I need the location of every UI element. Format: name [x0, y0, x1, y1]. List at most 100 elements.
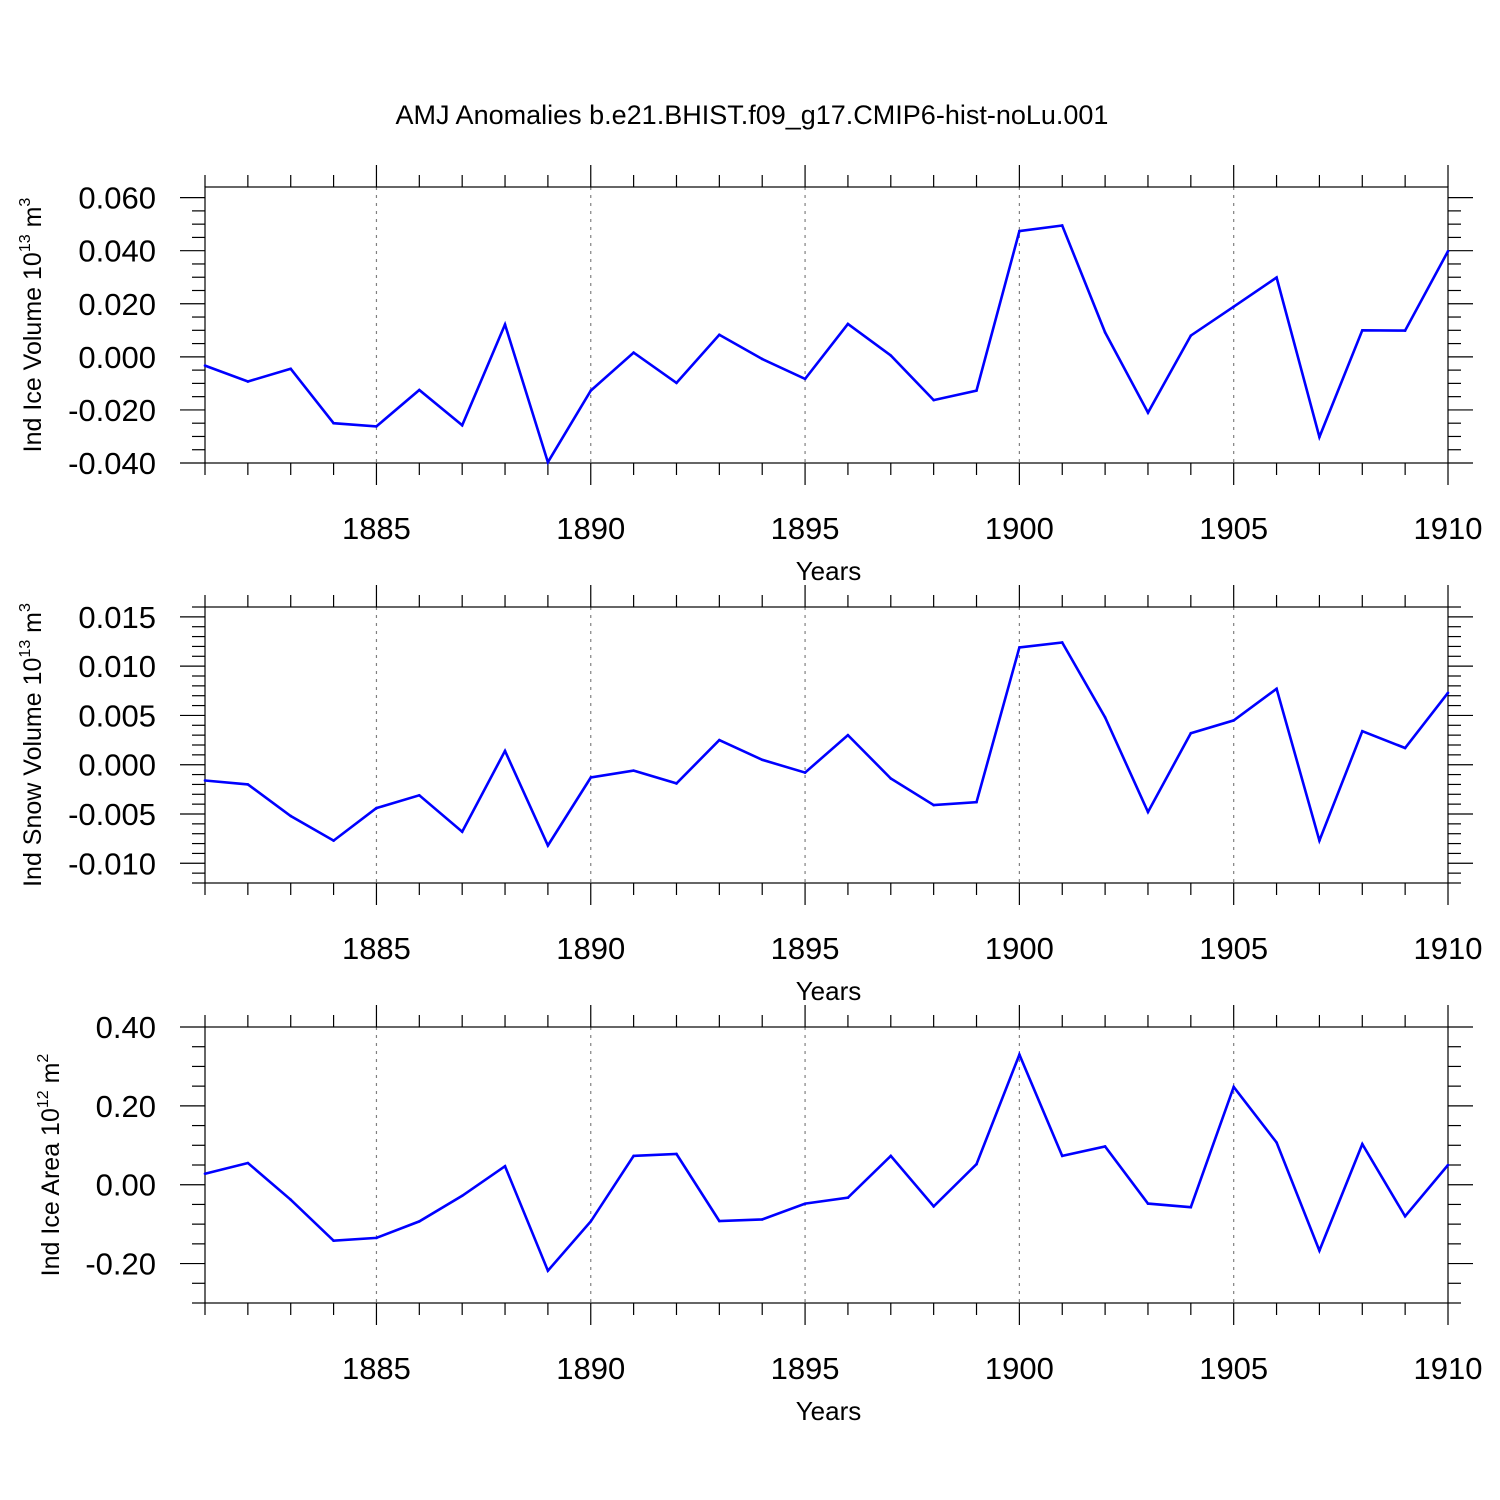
data-point	[589, 776, 593, 779]
data-point	[675, 782, 678, 785]
data-point	[246, 783, 250, 786]
data-point	[889, 1154, 893, 1158]
y-tick-label: 0.040	[78, 234, 156, 269]
y-tick-label: 0.20	[96, 1089, 156, 1124]
x-tick-label: 1895	[771, 511, 840, 546]
y-axis-label-unit-exponent: 3	[17, 603, 34, 612]
y-axis-label-text: Ind Ice Volume 10	[19, 252, 47, 452]
data-point	[1018, 646, 1021, 649]
x-axis-label: Years	[796, 1396, 862, 1426]
data-point	[546, 844, 550, 847]
x-tick-label: 1910	[1414, 1351, 1483, 1386]
x-tick-label: 1910	[1414, 931, 1483, 966]
y-tick-label: -0.005	[68, 797, 156, 832]
y-axis-label-text: Ind Snow Volume 10	[19, 658, 47, 887]
y-tick-label: 0.40	[96, 1010, 156, 1045]
panel-1: 1885 1890 1895 1900 1905 1910 Years -0.040 -0.02…	[17, 165, 1482, 586]
data-point	[889, 777, 893, 780]
data-point	[803, 1202, 807, 1205]
data-point	[503, 323, 507, 326]
data-point	[503, 1164, 507, 1168]
data-point	[1060, 224, 1064, 227]
data-point	[418, 388, 421, 392]
y-tick-label: -0.20	[85, 1247, 156, 1282]
y-axis-label-unit: m	[19, 612, 47, 640]
data-point	[546, 1269, 550, 1272]
x-axis-label: Years	[796, 556, 862, 586]
y-tick-label: -0.010	[68, 846, 156, 881]
panels: 1885 1890 1895 1900 1905 1910 Years -0.040 -0.02…	[17, 165, 1482, 1426]
data-point	[889, 354, 893, 357]
data-point	[375, 425, 378, 428]
data-point	[1360, 1142, 1364, 1146]
data-point	[846, 322, 850, 326]
data-point	[1060, 641, 1064, 644]
data-point	[1189, 334, 1193, 337]
y-axis-label-exponent: 13	[17, 640, 34, 658]
y-axis-label-unit: m	[37, 1063, 65, 1091]
data-point	[1232, 719, 1235, 722]
data-point	[1189, 1205, 1193, 1209]
data-point	[1018, 229, 1021, 233]
data-point	[289, 367, 293, 371]
y-axis-label-unit-exponent: 3	[17, 198, 34, 207]
data-point	[760, 1218, 764, 1221]
data-point	[1403, 1214, 1407, 1218]
data-point	[246, 380, 250, 383]
data-point	[632, 1154, 635, 1158]
data-point	[1060, 1154, 1064, 1158]
data-point	[846, 1196, 850, 1200]
x-tick-label: 1905	[1199, 1351, 1268, 1386]
data-point	[1232, 305, 1235, 308]
data-point	[332, 1239, 335, 1243]
data-point	[375, 806, 378, 810]
panel-2: 1885 1890 1895 1900 1905 1910 Years -0.010 -0.00…	[17, 585, 1482, 1006]
data-point	[846, 733, 850, 737]
data-point	[675, 381, 678, 385]
figure-title: AMJ Anomalies b.e21.BHIST.f09_g17.CMIP6-…	[396, 100, 1109, 130]
y-axis-label-exponent: 13	[17, 234, 34, 252]
plot-frame	[204, 186, 1449, 464]
data-point	[1403, 329, 1407, 332]
y-axis-label-exponent: 12	[35, 1090, 52, 1108]
x-tick-label: 1890	[556, 511, 625, 546]
data-point	[1446, 691, 1450, 695]
x-tick-label: 1895	[771, 1351, 840, 1386]
x-axis-label: Years	[796, 976, 862, 1006]
y-axis-label: Ind Snow Volume 1013 m3	[17, 603, 47, 887]
data-point	[503, 749, 507, 753]
data-point	[1446, 249, 1450, 253]
data-point	[1146, 810, 1150, 814]
y-tick-label: -0.040	[68, 446, 156, 481]
data-point	[932, 398, 935, 402]
data-point	[546, 460, 550, 464]
data-point	[589, 1220, 593, 1223]
data-point	[1318, 435, 1321, 439]
data-point	[1360, 729, 1364, 733]
data-point	[1275, 276, 1278, 279]
y-tick-label: 0.005	[78, 698, 156, 733]
data-point	[975, 389, 978, 392]
data-point	[375, 1236, 378, 1240]
data-point	[460, 1194, 464, 1198]
x-tick-label: 1895	[771, 931, 840, 966]
data-point	[289, 1198, 293, 1201]
x-tick-label: 1900	[985, 511, 1054, 546]
data-point	[203, 1172, 207, 1175]
data-point	[675, 1152, 678, 1156]
y-axis-label: Ind Ice Area 1012 m2	[35, 1054, 65, 1277]
data-point	[203, 364, 207, 367]
series-line	[204, 1051, 1449, 1274]
data-point	[1232, 1085, 1235, 1089]
data-point	[203, 779, 207, 782]
data-point	[589, 389, 593, 392]
data-point	[760, 357, 764, 361]
x-tick-label: 1905	[1199, 511, 1268, 546]
data-point	[418, 793, 421, 797]
y-tick-label: 0.010	[78, 649, 156, 684]
y-axis-label: Ind Ice Volume 1013 m3	[17, 198, 47, 453]
data-point	[1403, 746, 1407, 750]
y-tick-label: 0.000	[78, 748, 156, 783]
